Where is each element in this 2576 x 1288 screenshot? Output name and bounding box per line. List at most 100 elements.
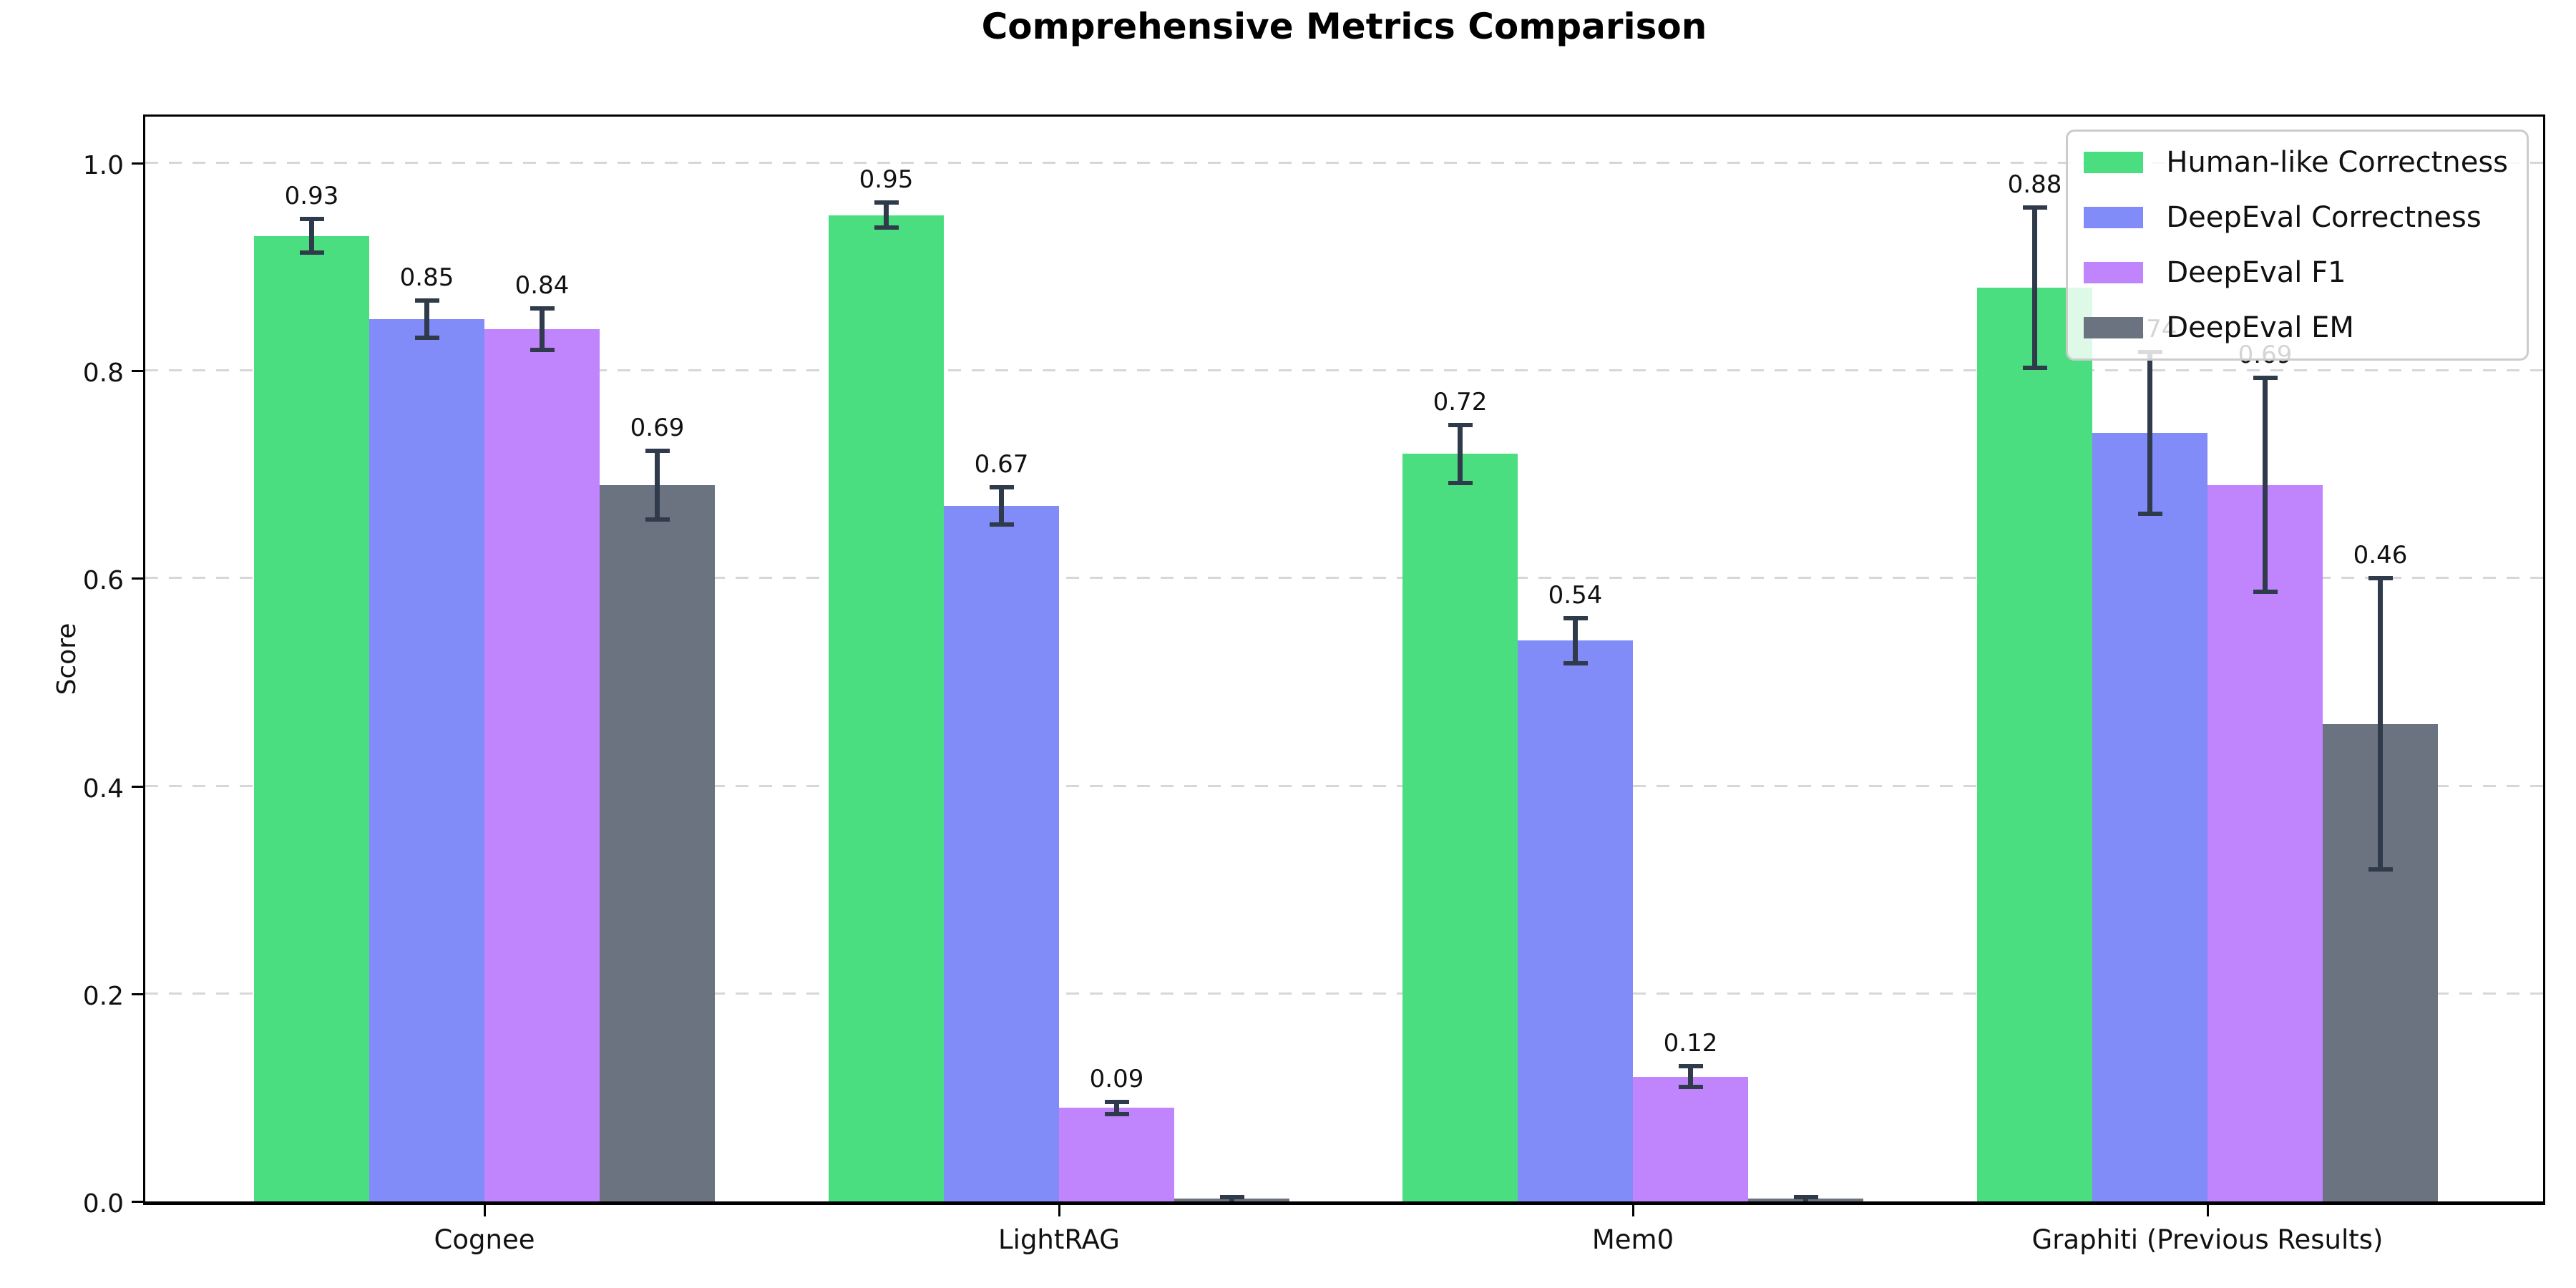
bar-s0-c2 (1402, 454, 1518, 1201)
y-tick-label-1.0: 1.0 (82, 151, 124, 180)
error-bar-cap-bottom-s0-c0 (299, 250, 324, 255)
x-tick-2 (1632, 1205, 1634, 1216)
y-tick-label-0.4: 0.4 (82, 774, 124, 804)
bar-value-s2-c0: 0.84 (514, 271, 570, 301)
bar-s3-c0 (600, 484, 715, 1201)
bar-s0-c0 (254, 235, 369, 1201)
y-axis-label: Score (52, 623, 82, 696)
error-bar-cap-top-s2-c3 (2253, 376, 2278, 381)
error-bar-cap-bottom-s2-c3 (2253, 590, 2278, 595)
y-tick-1.0 (132, 162, 143, 165)
error-bar-cap-bottom-s1-c0 (414, 335, 439, 340)
legend-item-0: Human-like Correctness (2084, 146, 2508, 179)
bar-value-s2-c2: 0.12 (1663, 1029, 1718, 1058)
error-bar-line-s0-c1 (884, 203, 889, 228)
bar-value-s1-c1: 0.67 (974, 449, 1029, 479)
error-bar-cap-top-s0-c0 (299, 217, 324, 222)
error-bar-cap-bottom-s1-c1 (989, 522, 1014, 527)
bar-value-s3-c3: 0.46 (2353, 541, 2408, 570)
gridline-y-0.4 (145, 784, 2543, 787)
bar-value-s0-c0: 0.93 (284, 182, 339, 211)
legend-label-3: DeepEval EM (2166, 311, 2354, 344)
error-bar-cap-top-s3-c3 (2368, 576, 2393, 581)
error-bar-cap-top-s1-c1 (989, 484, 1014, 489)
bar-s1-c2 (1518, 640, 1633, 1201)
legend-item-3: DeepEval EM (2084, 311, 2508, 344)
y-tick-label-0.0: 0.0 (82, 1189, 124, 1219)
y-tick-0.6 (132, 577, 143, 580)
error-bar-cap-bottom-s1-c3 (2137, 512, 2162, 517)
x-tick-1 (1058, 1205, 1060, 1216)
error-bar-line-s2-c0 (540, 308, 545, 351)
bar-value-s1-c0: 0.85 (399, 263, 454, 292)
y-tick-0.2 (132, 992, 143, 995)
error-bar-cap-top-s3-c1 (1219, 1195, 1244, 1200)
error-bar-cap-bottom-s0-c3 (2022, 365, 2047, 370)
error-bar-line-s0-c3 (2032, 208, 2037, 368)
y-tick-label-0.6: 0.6 (82, 566, 124, 596)
bar-s2-c2 (1633, 1076, 1748, 1201)
x-tick-0 (484, 1205, 486, 1216)
error-bar-line-s2-c2 (1688, 1066, 1693, 1088)
legend: Human-like Correctness DeepEval Correctne… (2066, 130, 2529, 361)
error-bar-line-s2-c1 (1114, 1101, 1119, 1115)
error-bar-line-s1-c1 (999, 487, 1004, 525)
error-bar-cap-top-s2-c0 (530, 306, 555, 311)
bar-s2-c3 (2207, 484, 2323, 1201)
error-bar-cap-bottom-s2-c2 (1678, 1085, 1703, 1090)
bar-value-s0-c3: 0.88 (2007, 170, 2062, 200)
legend-label-1: DeepEval Correctness (2166, 201, 2482, 234)
y-tick-0.8 (132, 370, 143, 373)
x-tick-3 (2207, 1205, 2209, 1216)
error-bar-line-s3-c3 (2378, 578, 2383, 869)
error-bar-line-s1-c0 (424, 300, 429, 338)
error-bar-cap-bottom-s1-c2 (1563, 661, 1588, 666)
error-bar-line-s1-c3 (2147, 352, 2152, 514)
error-bar-cap-top-s0-c1 (874, 200, 899, 205)
bar-s1-c0 (369, 318, 484, 1201)
error-bar-cap-bottom-s2-c0 (530, 348, 555, 353)
error-bar-cap-top-s3-c2 (1793, 1195, 1818, 1200)
y-tick-0.4 (132, 785, 143, 788)
bar-s2-c0 (484, 329, 600, 1201)
legend-swatch-icon (2084, 317, 2144, 338)
legend-swatch-icon (2084, 207, 2144, 228)
error-bar-line-s0-c2 (1458, 424, 1463, 483)
plot-area: Score Human-like Correctness DeepEval Cor… (52, 114, 2545, 1255)
gridline-y-0.2 (145, 992, 2543, 995)
bar-value-s2-c1: 0.09 (1089, 1064, 1144, 1093)
error-bar-line-s0-c0 (309, 219, 314, 253)
x-tick-label-2: Mem0 (1591, 1224, 1674, 1255)
bar-s0-c1 (829, 215, 944, 1201)
legend-item-1: DeepEval Correctness (2084, 201, 2508, 234)
error-bar-cap-bottom-s3-c0 (645, 517, 670, 522)
gridline-y-0.6 (145, 577, 2543, 580)
error-bar-cap-top-s3-c0 (645, 448, 670, 453)
x-tick-label-1: LightRAG (998, 1224, 1120, 1255)
y-tick-label-0.8: 0.8 (82, 358, 124, 389)
error-bar-cap-top-s2-c1 (1104, 1099, 1129, 1104)
y-tick-label-0.2: 0.2 (82, 981, 124, 1011)
error-bar-cap-top-s0-c3 (2022, 205, 2047, 210)
error-bar-cap-top-s1-c2 (1563, 615, 1588, 620)
error-bar-cap-top-s1-c0 (414, 298, 439, 303)
bar-value-s1-c2: 0.54 (1548, 580, 1603, 610)
error-bar-line-s2-c3 (2263, 378, 2268, 592)
y-tick-0.0 (132, 1201, 143, 1203)
legend-swatch-icon (2084, 262, 2144, 283)
bar-value-s3-c0: 0.69 (630, 413, 685, 442)
bar-value-s0-c2: 0.72 (1433, 387, 1488, 416)
x-tick-label-0: Cognee (434, 1224, 535, 1255)
bar-value-s0-c1: 0.95 (859, 165, 914, 195)
legend-swatch-icon (2084, 152, 2144, 173)
gridline-y-1.0 (145, 162, 2543, 164)
error-bar-cap-bottom-s3-c3 (2368, 867, 2393, 872)
x-tick-label-3: Graphiti (Previous Results) (2031, 1224, 2384, 1255)
legend-item-2: DeepEval F1 (2084, 256, 2508, 289)
chart-title: Comprehensive Metrics Comparison (981, 6, 1707, 47)
error-bar-cap-top-s0-c2 (1448, 422, 1473, 427)
bar-s2-c1 (1059, 1108, 1174, 1201)
error-bar-cap-bottom-s0-c2 (1448, 480, 1473, 485)
bar-s1-c1 (944, 505, 1059, 1201)
